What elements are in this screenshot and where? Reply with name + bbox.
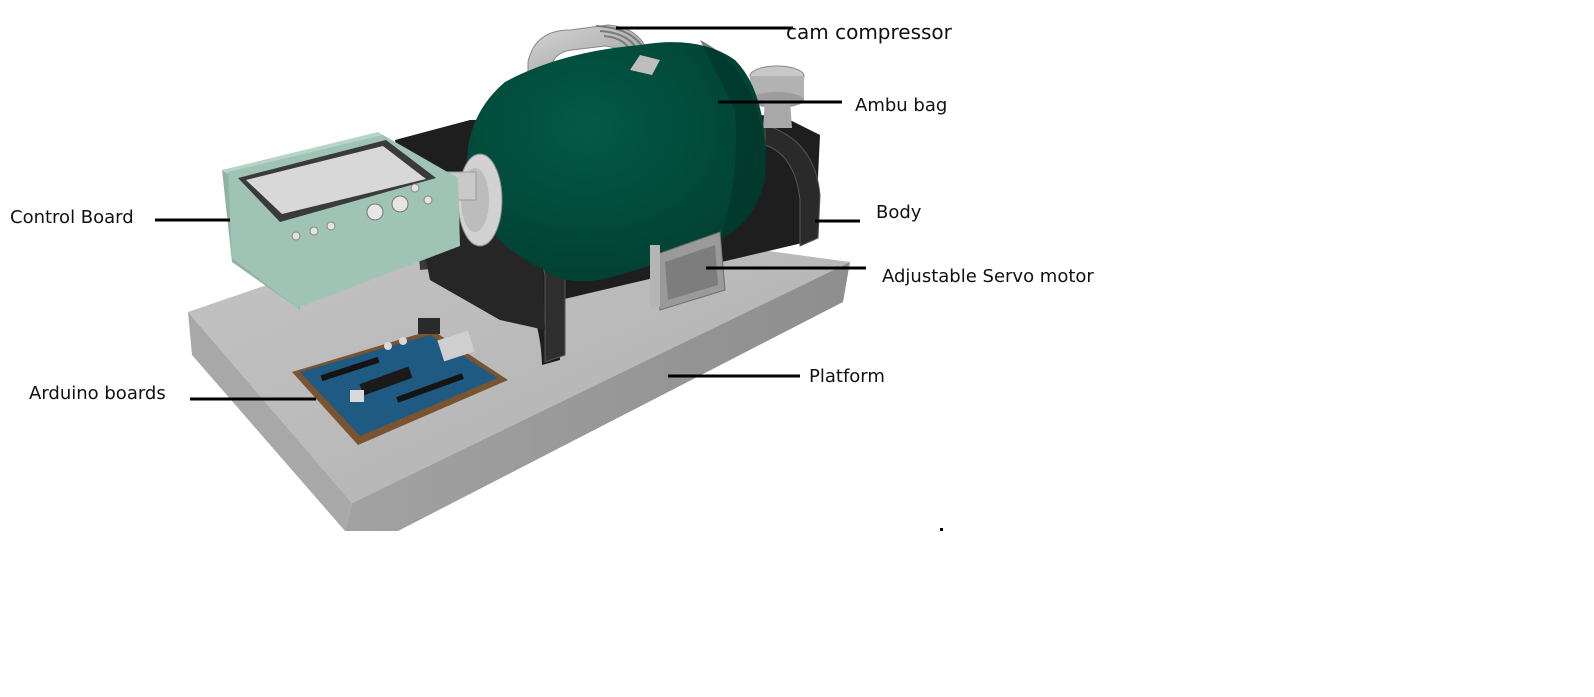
control-board-button-1: [291, 231, 301, 241]
arduino-usb-port: [437, 330, 475, 362]
servo-motor-face: [665, 245, 718, 300]
ambu-bag-body: [466, 42, 766, 282]
body-right-arch: [764, 124, 821, 247]
label-control-board: Control Board: [10, 207, 134, 228]
control-board: [222, 132, 460, 310]
label-arduino-boards: Arduino boards: [29, 383, 166, 404]
control-board-dial-1: [366, 203, 384, 221]
arduino-header-1: [320, 356, 380, 382]
servo-motor-mount: [650, 245, 660, 307]
control-board-button-2: [309, 226, 319, 236]
arduino-board: [292, 318, 508, 445]
control-board-button-5: [423, 195, 433, 205]
arduino-pcb: [300, 335, 498, 436]
platform-front-side: [188, 312, 352, 531]
platform-right-side: [345, 262, 850, 531]
label-body: Body: [876, 202, 922, 223]
label-platform: Platform: [809, 366, 885, 387]
arduino-pin: [350, 390, 364, 402]
ambu-bag-shade: [700, 40, 766, 240]
control-board-dial-2: [391, 195, 409, 213]
servo-motor: [650, 231, 726, 311]
control-board-button-3: [326, 221, 336, 231]
label-adjustable-servo-motor: Adjustable Servo motor: [882, 266, 1094, 287]
arduino-chip: [359, 366, 413, 396]
control-board-button-4: [410, 183, 420, 193]
cam-compressor-front: [630, 55, 660, 75]
cam-knob-post: [763, 100, 792, 128]
cam-front-arm: [630, 55, 660, 75]
control-board-screen: [246, 146, 426, 214]
label-ambu-bag: Ambu bag: [855, 95, 948, 116]
leader-lines: [155, 26, 866, 401]
arduino-connector: [418, 318, 440, 334]
arduino-capacitor-1: [384, 342, 392, 350]
arduino-header-2: [396, 373, 464, 403]
ambu-bag: [466, 40, 766, 282]
label-cam-compressor: cam compressor: [786, 20, 952, 44]
arduino-capacitor-2: [399, 337, 407, 345]
stray-mark: [940, 528, 943, 531]
